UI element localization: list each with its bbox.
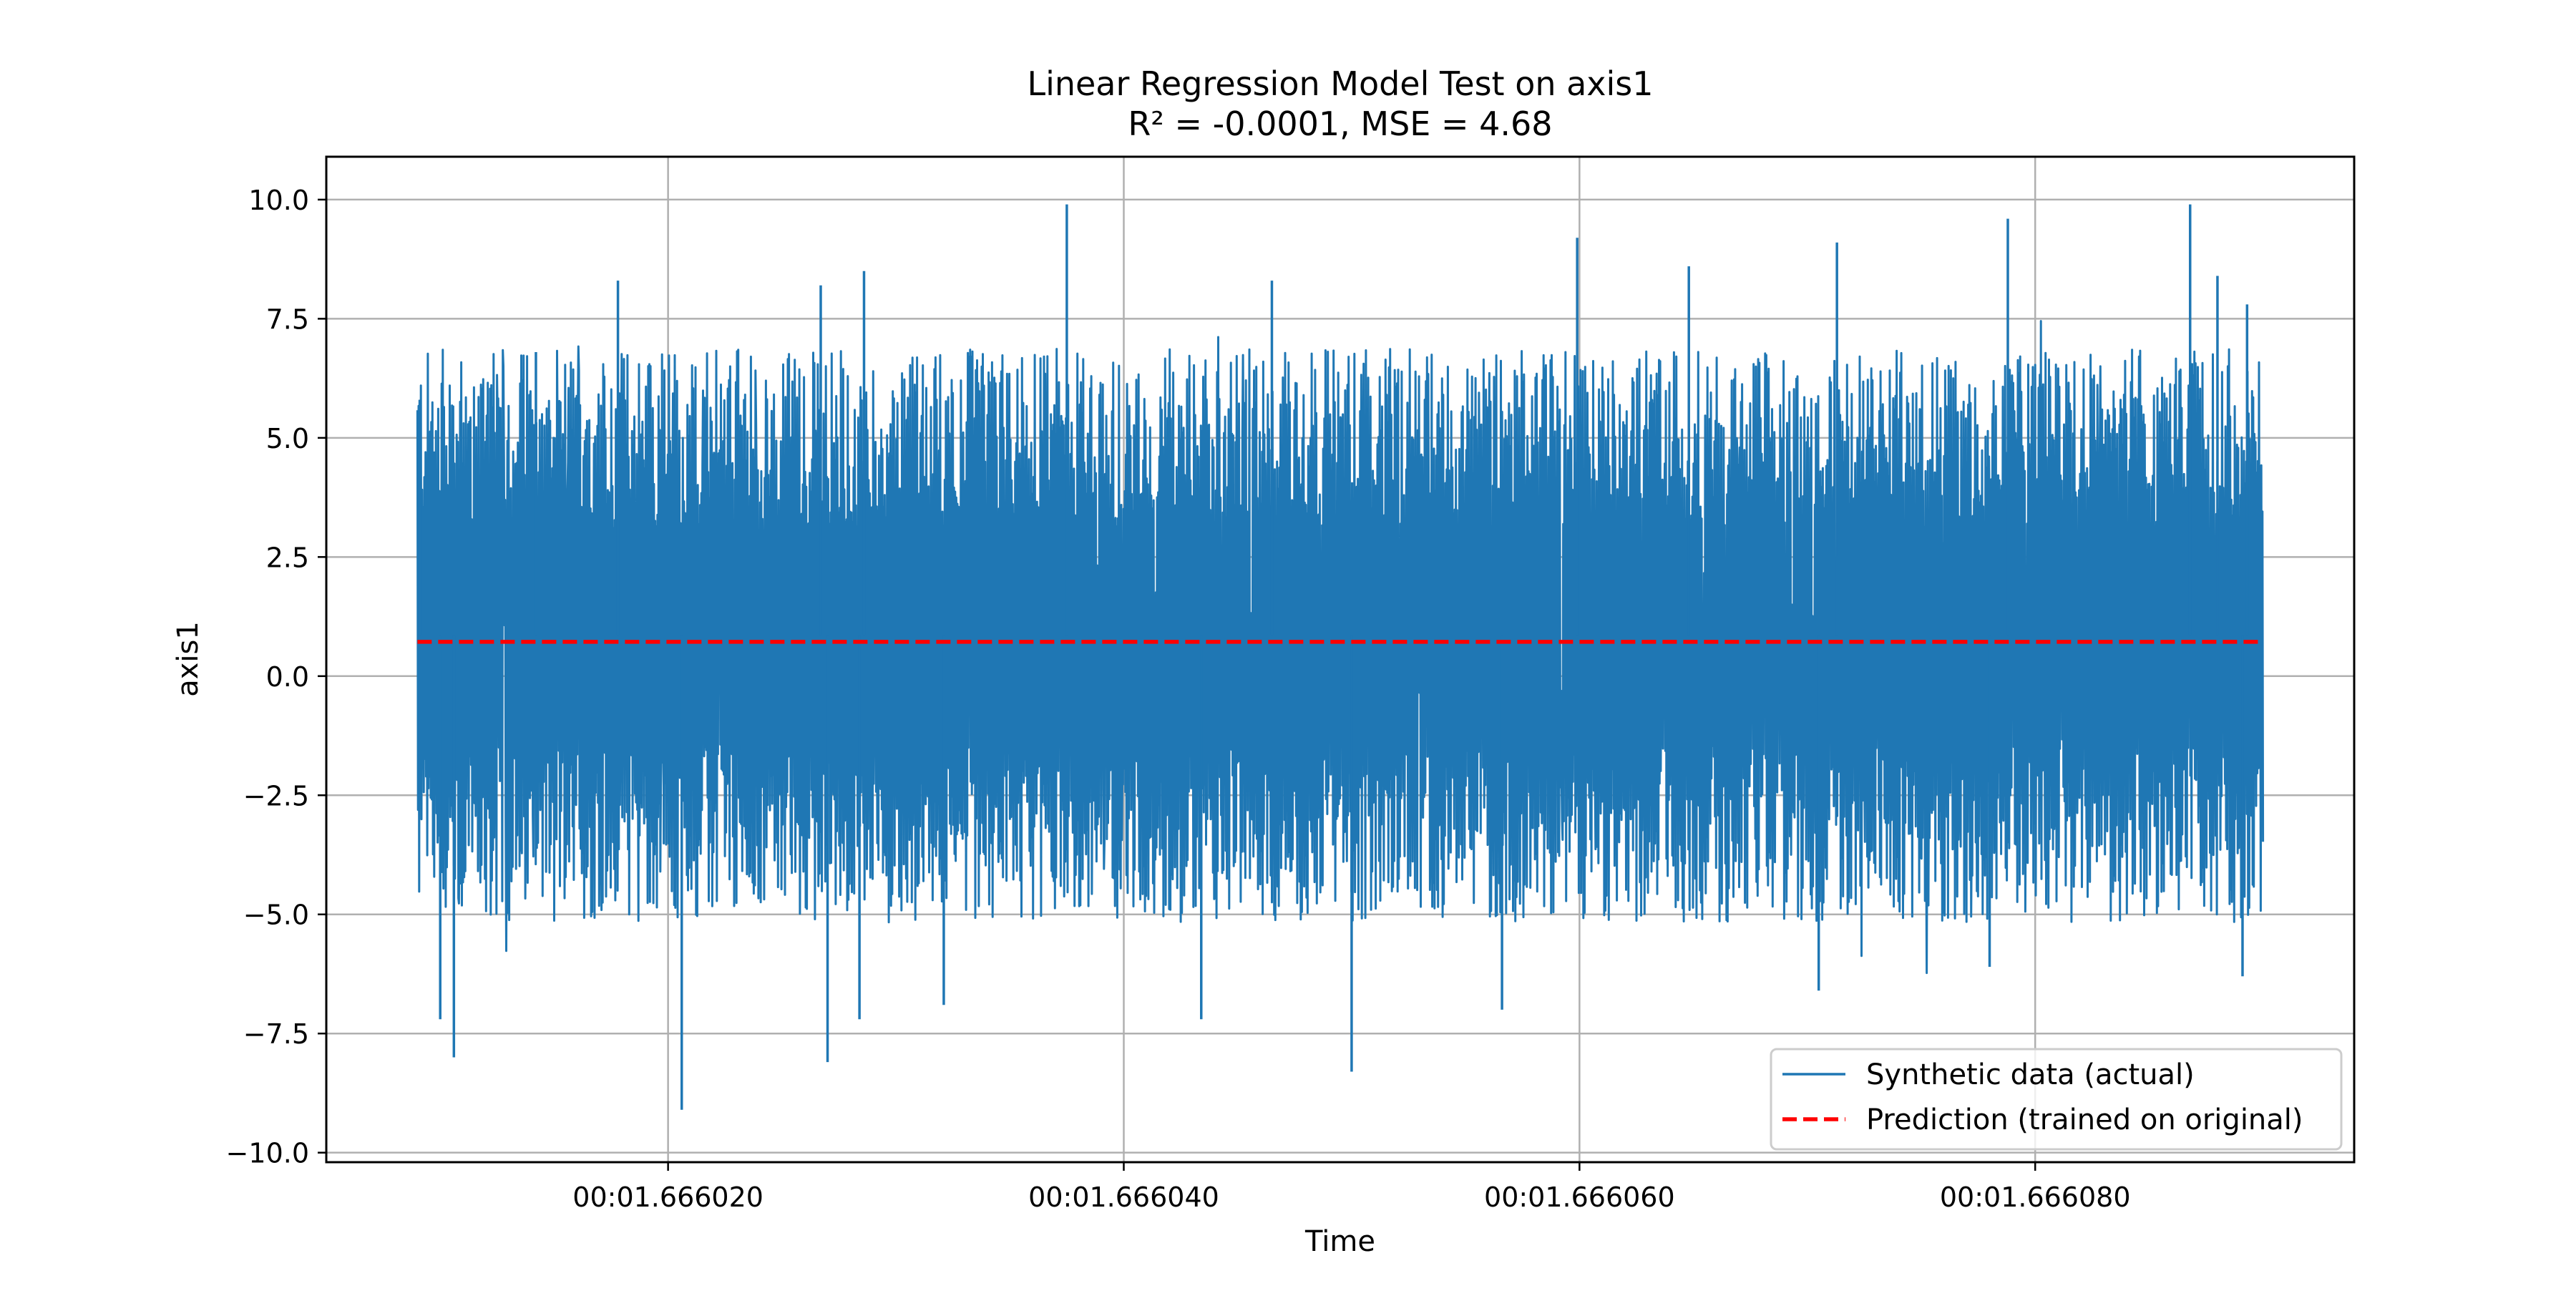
y-tick-label: −2.5	[243, 780, 309, 812]
x-tick-label: 00:01.666040	[1028, 1182, 1219, 1213]
x-tick-label: 00:01.666020	[572, 1182, 763, 1213]
chart-title-group: Linear Regression Model Test on axis1 R²…	[1027, 64, 1653, 143]
chart-title: Linear Regression Model Test on axis1	[1027, 64, 1653, 103]
y-tick-label: 2.5	[266, 542, 309, 573]
y-tick-label: 10.0	[248, 185, 309, 216]
x-axis-label: Time	[1304, 1225, 1375, 1258]
x-tick-label: 00:01.666060	[1484, 1182, 1675, 1213]
y-tick-label: −5.0	[243, 900, 309, 931]
legend-label-prediction: Prediction (trained on original)	[1866, 1104, 2303, 1136]
y-tick-label: 0.0	[266, 661, 309, 693]
legend-label-actual: Synthetic data (actual)	[1866, 1058, 2195, 1091]
series-actual-line	[416, 320, 2265, 975]
x-axis-ticks: 00:01.666020 00:01.666040 00:01.666060 00:0…	[572, 1162, 2131, 1213]
y-tick-label: −10.0	[226, 1138, 309, 1169]
series-layer	[416, 204, 2265, 1110]
y-tick-label: −7.5	[243, 1018, 309, 1050]
y-tick-label: 7.5	[266, 303, 309, 335]
legend: Synthetic data (actual) Prediction (trai…	[1770, 1048, 2343, 1151]
plot-frame	[325, 155, 2356, 1164]
x-tick-label: 00:01.666080	[1940, 1182, 2131, 1213]
legend-box	[1770, 1048, 2343, 1151]
y-axis-ticks: 10.0 7.5 5.0 2.5 0.0 −2.5 −5.0 −7.5 −10.0	[226, 185, 326, 1169]
y-axis-label: axis1	[172, 621, 205, 697]
chart-subtitle: R² = -0.0001, MSE = 4.68	[1128, 104, 1552, 143]
y-tick-label: 5.0	[266, 423, 309, 454]
